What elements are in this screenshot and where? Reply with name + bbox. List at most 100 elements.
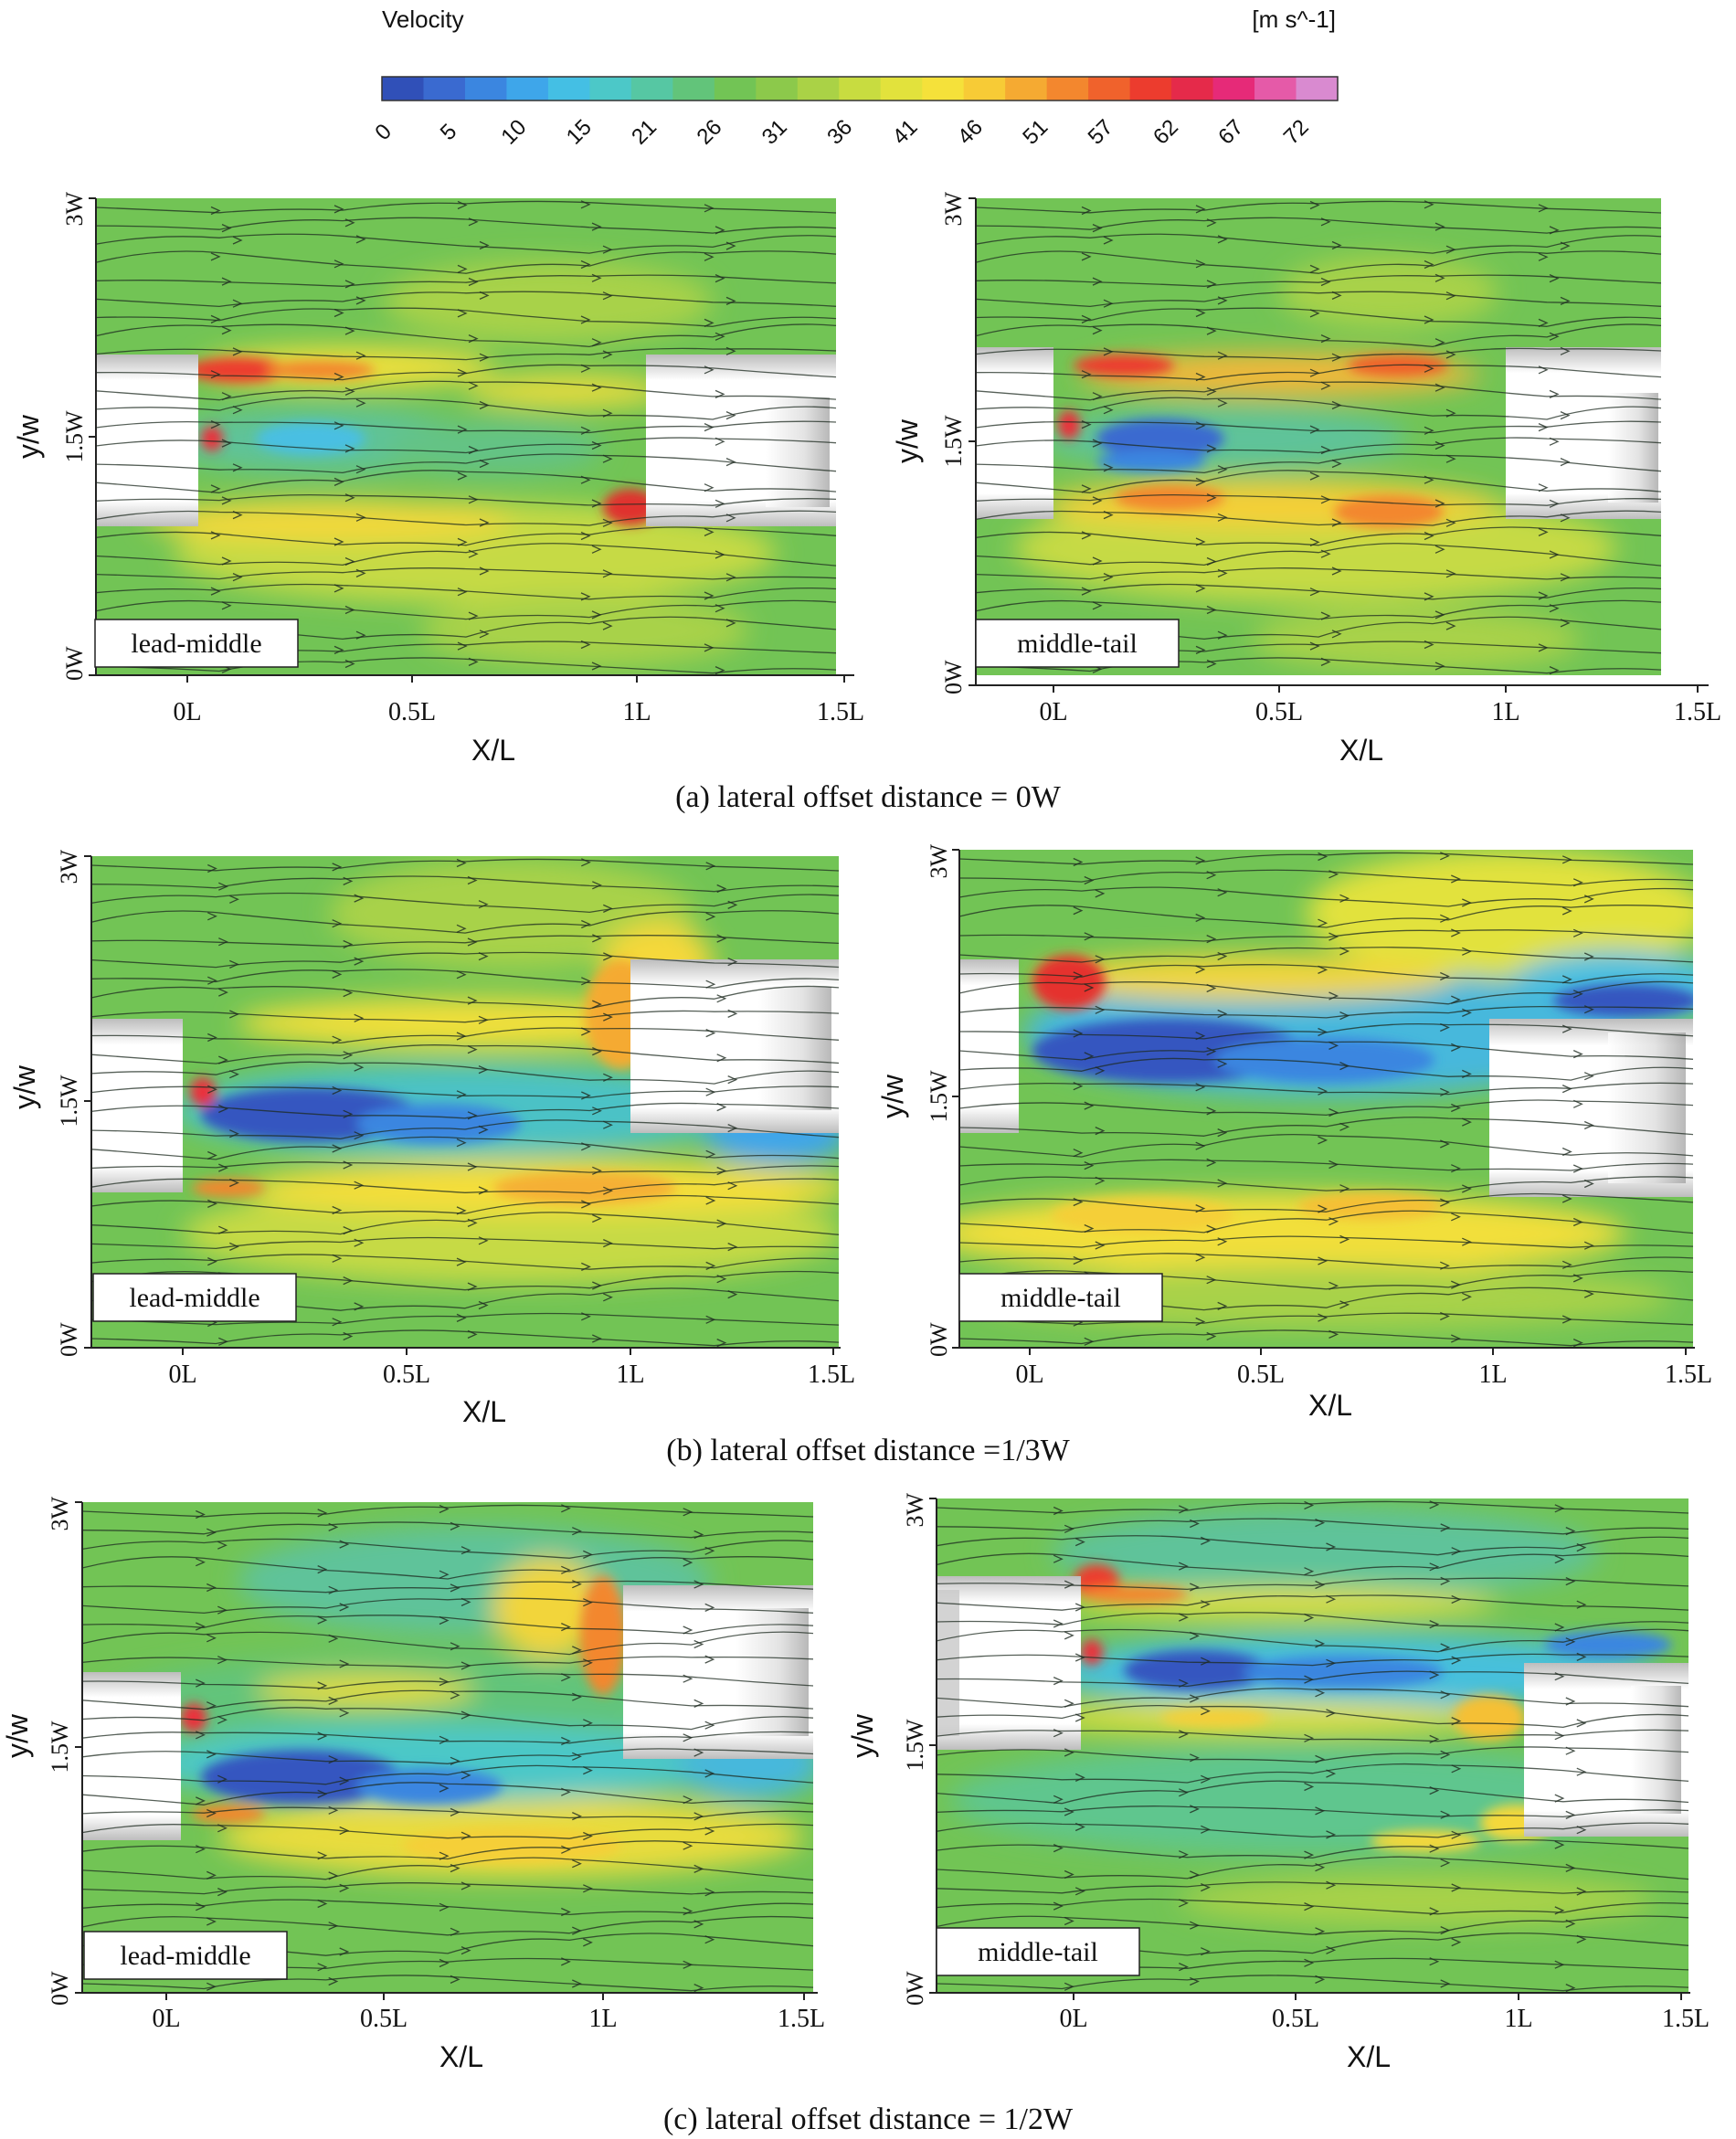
y-tick-1: 1.5W	[926, 1070, 952, 1123]
streamline-arrow	[339, 1603, 350, 1612]
streamline-arrow	[572, 1646, 582, 1655]
streamline-arrow	[1084, 1223, 1095, 1234]
panel-label: middle-tail	[978, 1937, 1098, 1967]
streamline-arrow	[1195, 1204, 1206, 1213]
streamline-arrow	[206, 1701, 217, 1710]
streamline-arrow	[1073, 906, 1084, 916]
streamline-arrow	[1440, 1690, 1451, 1700]
streamline-arrow	[1328, 1160, 1339, 1170]
streamline-arrow	[1549, 666, 1560, 675]
streamline	[81, 1707, 814, 1731]
streamline-arrow	[1084, 1101, 1095, 1110]
streamline-arrow	[683, 1625, 693, 1635]
colorbar-title: Velocity	[382, 5, 464, 33]
x-tick-1: 0.5L	[360, 2005, 408, 2033]
streamline-arrow	[468, 495, 479, 504]
y-tick-2: 3W	[926, 844, 952, 879]
streamline-arrow	[715, 499, 725, 508]
streamline-arrow	[1217, 1237, 1228, 1246]
streamline-arrow	[207, 1032, 217, 1043]
streamline-arrow	[1326, 1658, 1337, 1668]
streamline-arrow	[603, 904, 613, 913]
streamline-arrow	[580, 315, 591, 324]
streamline-arrow	[1561, 906, 1572, 916]
streamline-arrow	[355, 296, 366, 305]
colorbar: Velocity [m s^-1] 0 5 10 15 21 26 31 36 41 46 51 57…	[370, 5, 1339, 150]
streamline-arrow	[317, 1681, 328, 1690]
streamline-arrow	[332, 863, 343, 872]
streamline-arrow	[602, 408, 613, 418]
streamline	[81, 1882, 814, 1895]
streamline	[958, 1176, 1694, 1192]
streamline-arrow	[1565, 1527, 1576, 1536]
streamline-arrow	[206, 1982, 217, 1991]
streamline-arrow	[602, 350, 613, 359]
streamline-arrow	[1429, 1734, 1440, 1743]
streamline-arrow	[1561, 1315, 1572, 1324]
streamline-arrow	[592, 1107, 602, 1116]
streamline-arrow	[1326, 1769, 1337, 1778]
panel-a-lead-middle: lead-middle 0L 0.5L 1L 1.5L 0W 1.5W 3W X…	[12, 192, 864, 767]
streamline-arrow	[1583, 1241, 1594, 1250]
streamline-arrow	[343, 1331, 354, 1341]
streamline-arrow	[704, 423, 715, 432]
streamline-arrow	[450, 1521, 460, 1530]
streamline-arrow	[221, 439, 232, 448]
streamlines	[958, 852, 1694, 1348]
streamline	[95, 599, 837, 620]
streamline-arrow	[1179, 1963, 1189, 1972]
colorbar-tick-label: 31	[757, 115, 792, 150]
streamline-arrow	[561, 1504, 571, 1513]
streamline-arrow	[207, 1085, 217, 1094]
streamline-arrow	[1434, 440, 1445, 450]
streamline-arrow	[456, 1206, 467, 1215]
streamline-arrow	[1326, 1880, 1337, 1890]
streamline-arrow	[221, 556, 232, 566]
streamline-arrow	[1429, 1562, 1440, 1572]
streamline-arrow	[333, 205, 344, 214]
streamline-arrow	[715, 604, 725, 613]
streamline-arrow	[218, 937, 228, 947]
streamline	[936, 1518, 1689, 1535]
streamline-arrow	[1565, 1746, 1576, 1755]
streamline	[958, 947, 1694, 963]
colorbar-swatch	[922, 77, 965, 101]
streamline	[958, 1159, 1694, 1171]
streamline-arrow	[1074, 1822, 1085, 1832]
streamline-arrow	[1572, 990, 1583, 999]
streamline-arrow	[1429, 1957, 1440, 1966]
streamline-arrow	[1084, 983, 1095, 992]
streamline-arrow	[1084, 875, 1095, 885]
streamline-arrow	[328, 1634, 339, 1643]
streamline-arrow	[206, 1750, 217, 1759]
streamline-arrow	[1201, 1600, 1211, 1609]
streamline-arrow	[1195, 259, 1206, 269]
streamline-arrow	[218, 1055, 228, 1064]
streamline-arrow	[704, 1721, 715, 1730]
streamlines	[975, 200, 1662, 675]
streamline-arrow	[1206, 556, 1217, 567]
streamline-arrow	[1583, 1179, 1594, 1189]
streamline-arrow	[1576, 1826, 1587, 1835]
streamline-arrow	[450, 1975, 460, 1984]
streamline-arrow	[581, 1312, 591, 1321]
streamline-arrow	[1440, 1858, 1451, 1868]
train-body-middle	[937, 1576, 1081, 1750]
streamline-arrow	[1320, 277, 1331, 287]
streamline-arrow	[1561, 1194, 1572, 1203]
streamline-arrow	[1451, 1212, 1461, 1222]
streamline-arrow	[328, 1522, 339, 1531]
streamline	[975, 380, 1662, 401]
streamline-arrow	[1084, 1161, 1095, 1170]
streamline-arrow	[354, 1063, 365, 1072]
streamline-arrow	[221, 496, 232, 505]
streamline-arrow	[683, 1733, 693, 1742]
y-axis-label: y/w	[8, 1064, 41, 1109]
streamline-arrow	[1445, 350, 1456, 359]
colorbar-tick-label: 51	[1018, 115, 1053, 150]
streamline-arrow	[328, 1696, 339, 1705]
streamline-arrow	[1538, 204, 1549, 213]
streamline-arrow	[591, 273, 602, 282]
streamline-arrow	[1217, 235, 1228, 244]
streamline-arrow	[328, 1585, 339, 1594]
